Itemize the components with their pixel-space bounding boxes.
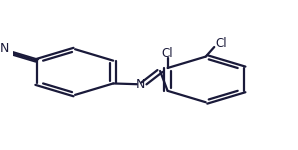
Text: Cl: Cl bbox=[162, 47, 173, 60]
Text: N: N bbox=[136, 78, 145, 91]
Text: N: N bbox=[0, 42, 9, 55]
Text: Cl: Cl bbox=[215, 37, 227, 50]
